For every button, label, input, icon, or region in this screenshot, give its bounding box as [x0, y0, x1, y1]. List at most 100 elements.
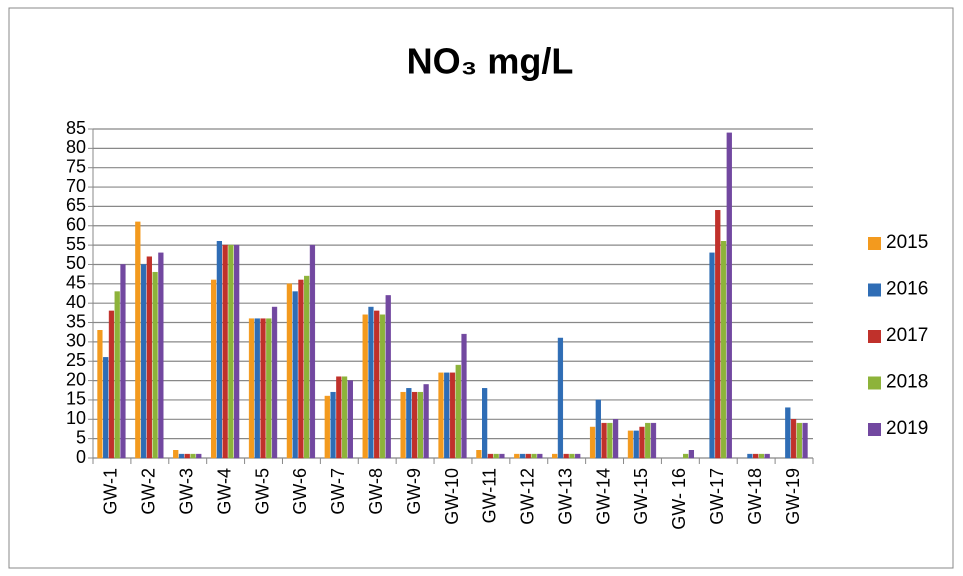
bar [802, 422, 808, 459]
y-tick-label: 75 [66, 156, 86, 176]
legend-swatch [868, 237, 881, 250]
bar [260, 318, 266, 459]
bar [190, 453, 196, 459]
x-tick-label: GW-4 [214, 468, 234, 515]
bar [379, 314, 386, 459]
x-tick-label: GW-11 [480, 468, 500, 523]
bar [286, 283, 293, 459]
bar [184, 453, 190, 459]
y-tick-label: 45 [66, 273, 86, 293]
y-tick-label: 5 [76, 427, 86, 447]
bar [476, 450, 482, 459]
bar [248, 318, 255, 459]
legend-swatch [868, 423, 881, 436]
bar [254, 318, 260, 459]
bar [525, 453, 531, 459]
bar [417, 391, 423, 459]
bar [292, 291, 298, 459]
bar [449, 372, 456, 459]
bar [531, 453, 537, 459]
x-tick-label: GW-13 [555, 468, 575, 525]
x-tick-label: GW-2 [139, 468, 159, 515]
bar [612, 419, 619, 459]
x-tick-label: GW-9 [404, 468, 424, 515]
y-tick-label: 20 [66, 369, 86, 389]
bar [639, 426, 645, 459]
bar [627, 430, 634, 459]
legend-label: 2017 [886, 325, 928, 346]
x-tick-label: GW-17 [707, 468, 727, 525]
bar [114, 291, 120, 459]
bar [607, 422, 613, 459]
bar [234, 244, 240, 459]
bar [330, 391, 336, 459]
bar [347, 380, 353, 459]
bar [341, 376, 348, 459]
y-tick-label: 25 [66, 350, 86, 370]
y-tick-label: 55 [66, 234, 86, 254]
legend-swatch [868, 283, 881, 297]
bar [173, 450, 179, 459]
bar [715, 210, 721, 459]
bar [785, 407, 791, 459]
chart-title: NO₃ mg/L [407, 41, 574, 82]
bar [140, 264, 147, 459]
legend-label: 2018 [886, 372, 928, 393]
y-tick-label: 15 [66, 389, 86, 409]
bar [438, 372, 444, 459]
bar [228, 244, 234, 459]
bar [196, 453, 202, 459]
bar [210, 279, 217, 459]
x-tick-label: GW-1 [101, 468, 121, 515]
bar [362, 314, 368, 459]
bar [158, 252, 164, 459]
bar [557, 337, 564, 459]
bar [575, 453, 581, 459]
bar [563, 453, 569, 459]
bar [499, 453, 505, 459]
bar [688, 450, 695, 459]
x-tick-label: GW-19 [783, 468, 803, 525]
x-tick-label: GW-8 [366, 468, 386, 515]
y-tick-label: 30 [66, 331, 86, 351]
x-tick-label: GW-18 [745, 468, 765, 525]
bar [552, 453, 558, 459]
y-tick-label: 10 [66, 408, 86, 428]
bar [758, 453, 765, 459]
bar [324, 395, 330, 459]
bar [709, 252, 715, 459]
x-tick-label: GW- 16 [669, 468, 689, 530]
bar [97, 330, 103, 459]
legend-label: 2019 [886, 418, 928, 439]
y-tick-label: 60 [66, 215, 86, 235]
bar [385, 295, 391, 459]
bar [682, 453, 689, 459]
bar [487, 453, 494, 459]
bar [309, 244, 316, 459]
bar [406, 388, 412, 459]
bar [747, 453, 753, 459]
legend-label: 2015 [886, 232, 928, 253]
bar [400, 391, 406, 459]
x-tick-label: GW-3 [176, 468, 196, 515]
legend-swatch [868, 330, 881, 343]
legend-swatch [868, 376, 881, 390]
y-tick-label: 85 [66, 118, 86, 138]
legend-label: 2016 [886, 279, 928, 300]
bar [569, 453, 575, 459]
bar [720, 240, 727, 459]
bar [222, 244, 228, 459]
y-tick-label: 50 [66, 253, 86, 273]
chart-frame [8, 7, 954, 569]
x-tick-label: GW-14 [593, 468, 613, 525]
bar [455, 364, 461, 459]
bar [514, 453, 520, 459]
bar [633, 430, 639, 459]
y-tick-label: 35 [66, 311, 86, 331]
bar [493, 453, 499, 459]
bar [519, 453, 526, 459]
x-tick-label: GW-7 [328, 468, 348, 515]
bar [589, 426, 596, 459]
bar [790, 419, 797, 459]
